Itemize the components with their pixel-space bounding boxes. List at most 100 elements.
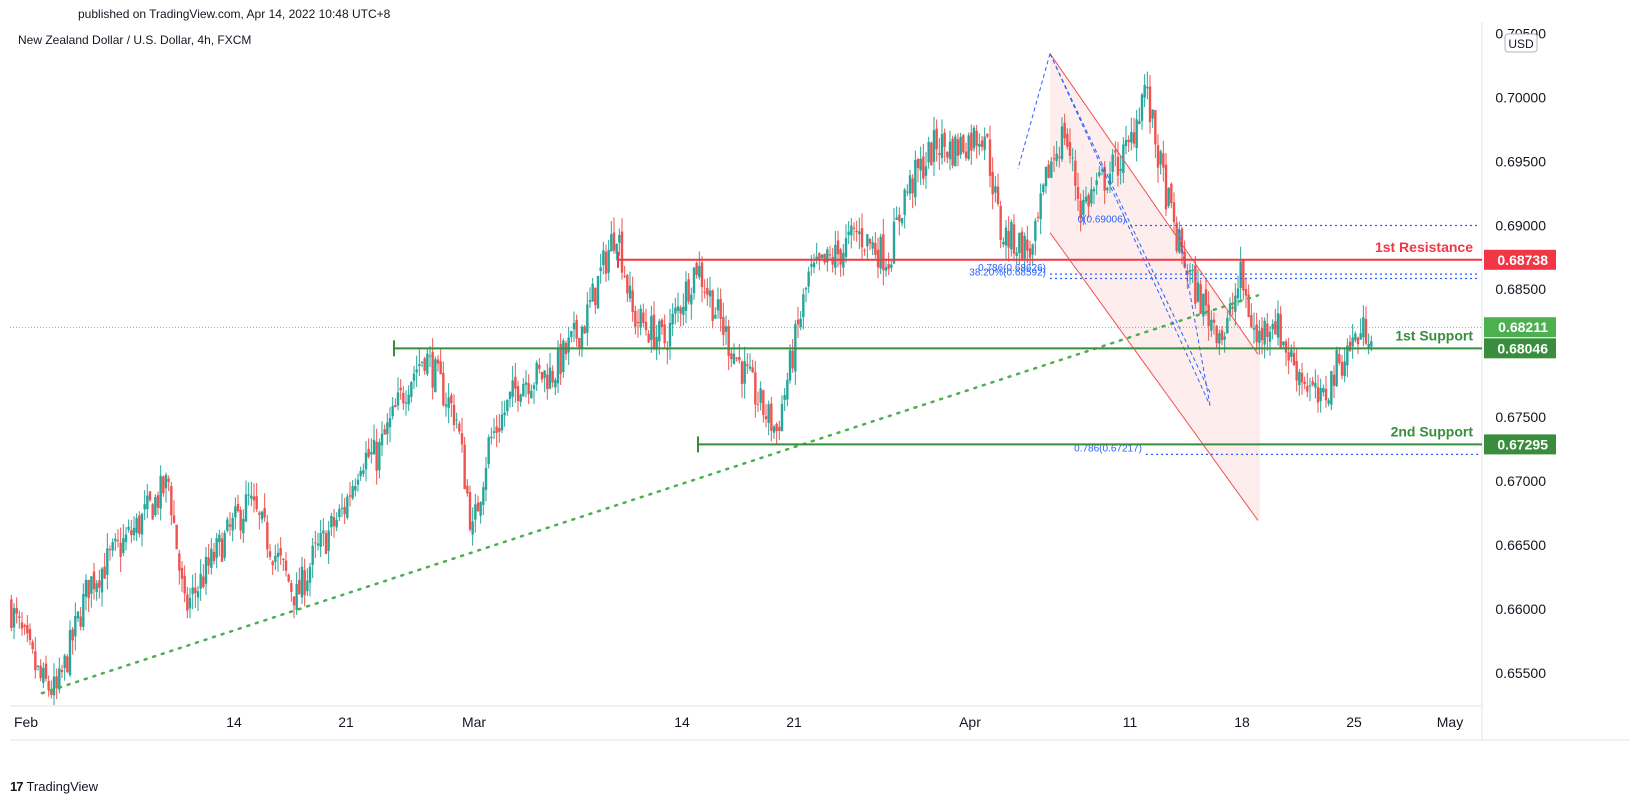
candle-body xyxy=(76,611,80,619)
candle-body xyxy=(458,423,461,432)
candle-body xyxy=(10,599,13,628)
candle-body xyxy=(210,548,213,568)
candle xyxy=(1084,186,1088,205)
candle-body xyxy=(202,576,205,587)
candle xyxy=(1367,333,1370,355)
candle-body xyxy=(404,402,408,404)
candle xyxy=(1167,187,1170,209)
candle-body xyxy=(596,275,600,309)
candle xyxy=(506,399,509,416)
candle-body xyxy=(1130,131,1133,143)
candle xyxy=(615,243,618,261)
candle xyxy=(796,306,800,339)
candle-body xyxy=(503,412,506,416)
candle xyxy=(258,510,261,530)
candle-body xyxy=(604,251,608,274)
candle-body xyxy=(394,405,397,408)
candle xyxy=(708,276,712,308)
candle-body xyxy=(1346,345,1349,366)
candle xyxy=(756,391,760,413)
candle xyxy=(418,349,421,376)
candle-body xyxy=(215,538,218,558)
candle-body xyxy=(1010,221,1013,250)
candle xyxy=(98,569,101,599)
candle-body xyxy=(740,361,744,384)
candle xyxy=(642,303,645,327)
candle-body xyxy=(218,534,221,543)
candle xyxy=(1338,346,1341,366)
candle-body xyxy=(1255,324,1258,343)
candle xyxy=(804,286,808,303)
candle-body xyxy=(522,383,525,397)
candle-body xyxy=(916,158,920,169)
candle xyxy=(1079,193,1082,232)
candle-body xyxy=(183,575,186,594)
level-name-label: 2nd Support xyxy=(1391,423,1474,439)
candle-body xyxy=(660,319,664,328)
candle xyxy=(114,533,117,551)
candle xyxy=(1066,128,1069,150)
candle xyxy=(636,309,640,338)
candle xyxy=(1332,365,1336,399)
candle xyxy=(130,520,133,544)
candle xyxy=(1199,279,1202,314)
candle xyxy=(490,427,493,445)
candle-body xyxy=(322,530,325,534)
candle-body xyxy=(727,326,730,356)
candle xyxy=(994,175,997,203)
candle xyxy=(884,258,888,277)
candle-body xyxy=(631,290,634,313)
candle-body xyxy=(1026,239,1029,251)
candle-body xyxy=(1164,164,1168,210)
candle-body xyxy=(1252,327,1256,330)
candle xyxy=(87,579,90,613)
candle-body xyxy=(1226,317,1229,334)
candle-body xyxy=(1151,109,1154,119)
candle-body xyxy=(447,397,450,408)
candle xyxy=(772,424,776,439)
candle-body xyxy=(1311,381,1314,386)
candle-body xyxy=(44,663,48,679)
candle-body xyxy=(71,629,74,641)
candle xyxy=(916,157,920,183)
candle xyxy=(724,315,728,346)
candle-body xyxy=(938,153,941,155)
candle xyxy=(583,324,586,334)
candle xyxy=(95,580,98,601)
candle-body xyxy=(343,506,346,515)
tradingview-brand[interactable]: 17 TradingView xyxy=(10,779,98,794)
candle-body xyxy=(268,551,272,557)
candle xyxy=(1106,186,1109,194)
candle-body xyxy=(884,267,888,271)
candle xyxy=(60,664,64,678)
candle xyxy=(156,491,160,515)
y-tick-label: 0.66000 xyxy=(1495,601,1546,617)
candle xyxy=(850,217,853,249)
candle-body xyxy=(335,519,338,528)
candle-body xyxy=(1122,144,1125,173)
candle xyxy=(266,515,269,559)
candle xyxy=(1071,148,1074,172)
candle xyxy=(1196,269,1200,303)
candle xyxy=(1164,152,1168,217)
candle-body xyxy=(615,243,618,254)
x-tick-label: Apr xyxy=(959,714,981,730)
candle xyxy=(1034,218,1037,256)
candle-body xyxy=(1356,337,1360,345)
candle-body xyxy=(636,321,640,324)
candle xyxy=(42,662,45,689)
candle-body xyxy=(1314,382,1317,388)
candle xyxy=(28,623,32,646)
candle xyxy=(524,370,528,398)
candle xyxy=(162,475,165,497)
candle xyxy=(322,518,325,547)
candle-body xyxy=(994,186,997,193)
candle-body xyxy=(1266,323,1269,337)
candle-body xyxy=(647,333,650,343)
candle xyxy=(522,377,525,397)
candle xyxy=(226,516,229,533)
candle xyxy=(1364,306,1368,346)
candle xyxy=(855,220,858,242)
candle xyxy=(204,547,208,595)
